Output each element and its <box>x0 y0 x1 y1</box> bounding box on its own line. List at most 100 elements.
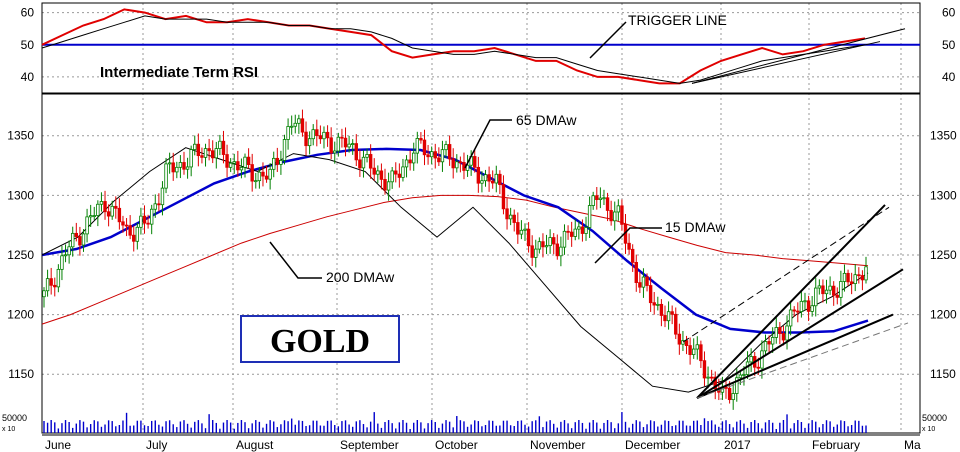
candle-body <box>361 156 366 169</box>
gold-title-box <box>240 315 400 363</box>
candle-body <box>45 278 50 292</box>
candle-body <box>49 278 53 286</box>
candle-body <box>254 180 258 183</box>
candle-body <box>591 195 595 206</box>
candle-body <box>735 377 739 394</box>
candle-body <box>839 281 843 298</box>
candle-body <box>114 205 118 209</box>
candle-body <box>562 230 567 248</box>
candle-body <box>350 143 355 145</box>
candle-body <box>857 274 861 277</box>
candle-body <box>221 140 226 155</box>
price-y-tick-left: 1350 <box>7 129 34 143</box>
x-tick-label: September <box>340 438 399 452</box>
candle-body <box>846 272 850 283</box>
candle-body <box>670 311 674 315</box>
candle-body <box>695 344 699 350</box>
candle-body <box>128 225 132 236</box>
candle-body <box>648 285 653 304</box>
candle-body <box>584 227 588 234</box>
trendline-dashed-lower <box>696 322 909 399</box>
candle-body <box>390 170 394 183</box>
candle-body <box>602 197 606 200</box>
candle-body <box>71 232 75 248</box>
grid <box>41 3 920 433</box>
ma200-label: 200 DMAw <box>326 269 395 285</box>
price-series-ma200 <box>41 194 869 325</box>
candle-body <box>555 243 560 257</box>
candle-body <box>275 157 280 165</box>
candle-body <box>264 175 269 180</box>
candle-body <box>501 184 506 210</box>
candle-body <box>663 315 667 322</box>
candle-body <box>132 234 136 242</box>
candle-body <box>408 159 412 164</box>
candle-body <box>42 290 46 298</box>
candle-body <box>641 276 646 288</box>
rsi-series-trigger <box>41 15 866 84</box>
candle-body <box>329 137 333 154</box>
ma15-label: 15 DMAw <box>665 219 726 235</box>
candle-body <box>74 232 79 237</box>
candle-body <box>246 156 251 165</box>
candle-body <box>620 205 624 225</box>
candle-body <box>268 168 272 180</box>
candle-body <box>193 143 197 150</box>
candle-body <box>343 137 348 148</box>
volume-tick-right: 50000 <box>922 413 947 423</box>
candle-body <box>487 174 491 182</box>
candle-body <box>627 242 631 250</box>
candle-body <box>272 157 276 170</box>
candle-body <box>333 150 337 154</box>
price-series-ma15 <box>41 147 869 393</box>
candle-body <box>688 345 692 355</box>
candle-body <box>702 360 707 379</box>
candle-body <box>548 237 552 247</box>
candle-body <box>401 166 405 178</box>
candle-body <box>770 337 775 345</box>
candle-body <box>476 166 481 184</box>
ma200-pointer <box>269 241 322 279</box>
candle-body <box>512 214 516 223</box>
candle-body <box>760 350 764 369</box>
candle-body <box>684 340 689 346</box>
candle-body <box>412 152 416 164</box>
candle-body <box>422 139 427 156</box>
candle-body <box>311 129 315 140</box>
candle-body <box>544 245 549 248</box>
candle-body <box>692 348 696 355</box>
candle-body <box>835 294 839 298</box>
candle-body <box>182 162 186 170</box>
trendline-lower <box>696 313 894 399</box>
candle-body <box>250 164 254 182</box>
candle-body <box>358 159 362 169</box>
candle-body <box>526 228 531 247</box>
candle-body <box>530 245 534 258</box>
candle-body <box>60 255 64 270</box>
candle-body <box>340 136 344 139</box>
price-frame <box>41 93 921 434</box>
candle-body <box>293 122 297 127</box>
x-tick-label: June <box>45 438 71 452</box>
price-y-tick-left: 1200 <box>7 308 34 322</box>
candle-body <box>451 158 455 169</box>
candle-body <box>849 281 854 285</box>
candle-body <box>537 241 542 250</box>
candle-body <box>447 144 452 160</box>
candle-body <box>386 181 391 191</box>
candle-body <box>300 118 305 133</box>
candle-body <box>630 248 635 263</box>
candle-body <box>860 275 865 281</box>
rsi-trendline-lower <box>691 41 881 84</box>
price-y-tick-right: 1250 <box>930 248 957 262</box>
candle-body <box>824 289 829 295</box>
candle-body <box>429 151 434 158</box>
candle-body <box>656 303 660 306</box>
candle-body <box>139 215 143 228</box>
candle-body <box>666 311 671 322</box>
gold-title: GOLD <box>270 323 370 360</box>
candle-body <box>831 285 836 296</box>
candle-body <box>117 207 122 223</box>
candle-body <box>243 156 247 168</box>
candle-body <box>580 226 585 234</box>
